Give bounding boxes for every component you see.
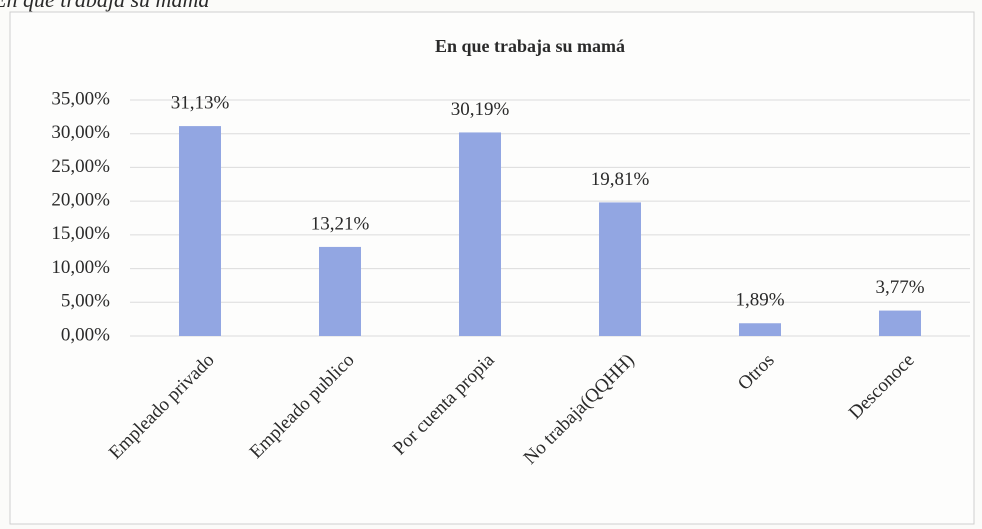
value-label: 3,77% bbox=[875, 277, 924, 298]
value-label: 1,89% bbox=[735, 290, 784, 311]
y-tick-label: 5,00% bbox=[61, 291, 110, 312]
y-tick-label: 0,00% bbox=[61, 324, 110, 345]
y-tick-label: 25,00% bbox=[51, 156, 110, 177]
bar bbox=[739, 323, 781, 336]
y-tick-label: 15,00% bbox=[51, 223, 110, 244]
value-label: 31,13% bbox=[171, 92, 230, 113]
y-tick-label: 20,00% bbox=[51, 190, 110, 211]
bar bbox=[179, 126, 221, 337]
value-label: 19,81% bbox=[591, 169, 650, 190]
bar bbox=[599, 202, 641, 336]
chart-title: En que trabaja su mamá bbox=[435, 36, 625, 56]
y-tick-label: 35,00% bbox=[51, 88, 110, 109]
y-tick-label: 10,00% bbox=[51, 257, 110, 278]
bar bbox=[319, 246, 361, 336]
y-tick-label: 30,00% bbox=[51, 122, 110, 143]
value-label: 13,21% bbox=[311, 213, 370, 234]
bar bbox=[879, 310, 921, 336]
value-label: 30,19% bbox=[451, 99, 510, 120]
bar bbox=[459, 132, 501, 336]
caption: 13. En que trabaja su mamá bbox=[0, 0, 209, 12]
